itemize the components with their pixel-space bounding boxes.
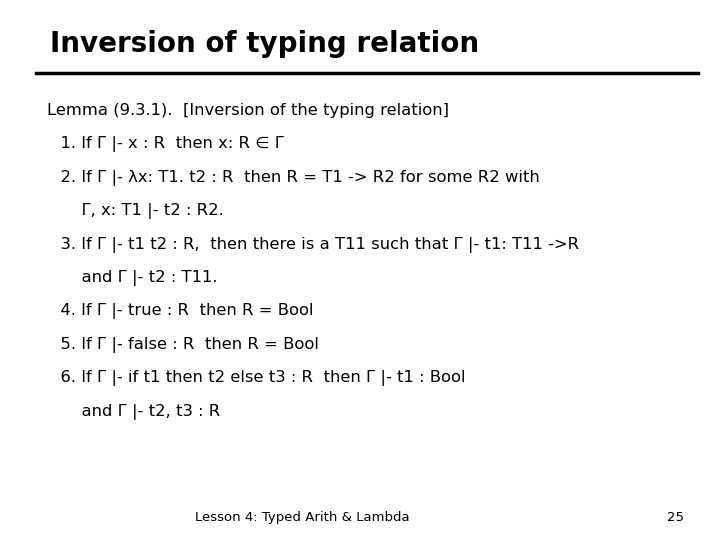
Text: Lemma (9.3.1).  [Inversion of the typing relation]: Lemma (9.3.1). [Inversion of the typing …: [47, 103, 449, 118]
Text: 5. If Γ |- false : R  then R = Bool: 5. If Γ |- false : R then R = Bool: [50, 337, 319, 353]
Text: Inversion of typing relation: Inversion of typing relation: [50, 30, 480, 58]
Text: 4. If Γ |- true : R  then R = Bool: 4. If Γ |- true : R then R = Bool: [50, 303, 314, 320]
Text: and Γ |- t2 : T11.: and Γ |- t2 : T11.: [50, 270, 218, 286]
Text: 2. If Γ |- λx: T1. t2 : R  then R = T1 -> R2 for some R2 with: 2. If Γ |- λx: T1. t2 : R then R = T1 ->…: [50, 170, 540, 186]
Text: Lesson 4: Typed Arith & Lambda: Lesson 4: Typed Arith & Lambda: [195, 511, 410, 524]
Text: 1. If Γ |- x : R  then x: R ∈ Γ: 1. If Γ |- x : R then x: R ∈ Γ: [50, 136, 284, 152]
Text: 25: 25: [667, 511, 684, 524]
Text: 3. If Γ |- t1 t2 : R,  then there is a T11 such that Γ |- t1: T11 ->R: 3. If Γ |- t1 t2 : R, then there is a T1…: [50, 237, 580, 253]
Text: and Γ |- t2, t3 : R: and Γ |- t2, t3 : R: [50, 404, 220, 420]
Text: Γ, x: T1 |- t2 : R2.: Γ, x: T1 |- t2 : R2.: [50, 203, 224, 219]
Text: 6. If Γ |- if t1 then t2 else t3 : R  then Γ |- t1 : Bool: 6. If Γ |- if t1 then t2 else t3 : R the…: [50, 370, 466, 387]
